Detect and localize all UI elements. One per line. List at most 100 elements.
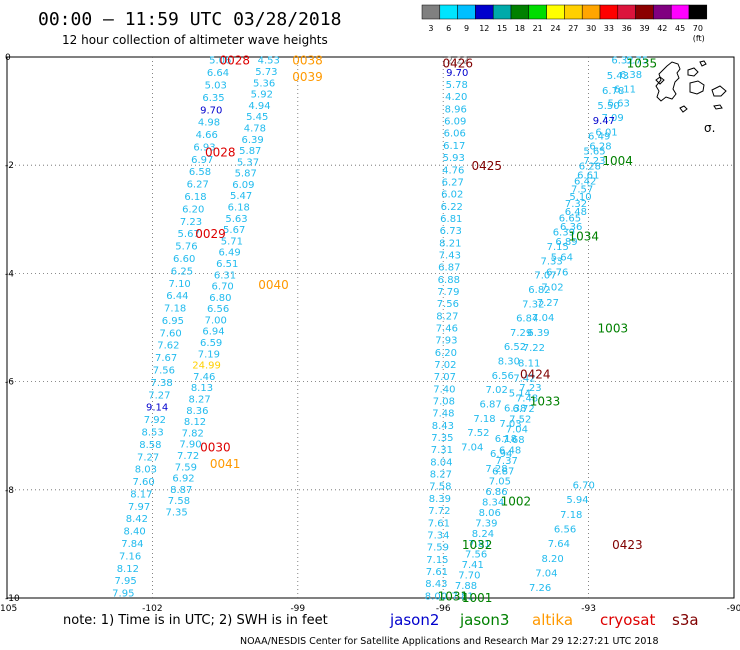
swh-value: 8.43	[425, 579, 447, 590]
swh-value: 6.20	[182, 204, 204, 215]
colorbar-swatch	[510, 4, 530, 20]
colorbar-tick-label: 24	[550, 24, 560, 33]
swh-value: 6.82	[528, 285, 550, 296]
swh-value: 6.88	[438, 275, 460, 286]
swh-value: 6.87	[438, 263, 460, 274]
swh-value: 5.71	[221, 236, 243, 247]
swh-value: 6.18	[184, 192, 206, 203]
swh-value: 7.52	[509, 414, 531, 425]
swh-value: 6.28	[589, 142, 611, 153]
colorbar-tick-label: 9	[464, 24, 469, 33]
swh-value: 6.52	[504, 342, 526, 353]
x-tick-label: -93	[581, 604, 596, 614]
swh-value: 6.01	[595, 127, 617, 138]
swh-value: 8.24	[472, 529, 494, 540]
swh-value: 7.42	[513, 373, 535, 384]
swh-value: 5.37	[237, 157, 259, 168]
swh-value: 7.18	[473, 414, 495, 425]
swh-value: 5.14	[509, 389, 531, 400]
swh-value: 8.96	[445, 104, 467, 115]
swh-value: 4.78	[244, 123, 266, 134]
pass-time-label: 1004	[602, 154, 633, 168]
swh-value: 7.52	[467, 428, 489, 439]
island-san-cristobal	[711, 85, 727, 97]
island-santa-cruz	[689, 80, 705, 95]
pass-time-label: 0424	[520, 367, 551, 381]
swh-value: 7.61	[426, 567, 448, 578]
swh-value: 6.27	[187, 180, 209, 191]
colorbar-tick-label: 21	[533, 24, 543, 33]
swh-value: 6.27	[442, 177, 464, 188]
swh-value: 7.26	[529, 583, 551, 594]
swh-value: 7.95	[114, 576, 136, 587]
colorbar-tick-label: 18	[515, 24, 525, 33]
swh-value: 7.28	[485, 464, 507, 475]
satellite-legend-jason2: jason2	[389, 611, 439, 629]
swh-value: 4.98	[198, 118, 220, 129]
swh-value: 6.73	[440, 226, 462, 237]
swh-value: 6.59	[200, 338, 222, 349]
swh-value: 6.60	[173, 254, 195, 265]
swh-value: 7.43	[439, 250, 461, 261]
swh-value: 8.36	[186, 406, 208, 417]
swh-value: 7.79	[437, 287, 459, 298]
pass-time-label: 0029	[195, 227, 226, 241]
colorbar-swatch	[546, 4, 565, 20]
colorbar-swatch	[653, 4, 672, 20]
satellite-legend-jason3: jason3	[459, 611, 509, 629]
swh-value: 8.12	[184, 417, 206, 428]
swh-value: 7.39	[475, 518, 497, 529]
pass-time-label: 1033	[530, 395, 561, 409]
swh-value: 8.17	[130, 489, 152, 500]
swh-value: 8.30	[498, 357, 520, 368]
swh-value: 9.70	[200, 105, 222, 116]
x-tick-label: -90	[727, 604, 740, 614]
footnote: note: 1) Time is in UTC; 2) SWH is in fe…	[63, 613, 328, 628]
swh-track: 5.756.386.115.637.096.016.287.236.617.57…	[461, 56, 648, 454]
colorbar-swatch	[617, 4, 636, 20]
pass-time-label: 0038	[292, 54, 323, 68]
swh-value: 7.48	[516, 393, 538, 404]
colorbar-swatch	[635, 4, 654, 20]
swh-value: 4.20	[445, 92, 467, 103]
swh-value: 6.42	[574, 177, 596, 188]
swh-value: 6.95	[162, 316, 184, 327]
swh-value: 6.56	[554, 524, 576, 535]
colorbar-swatch	[528, 4, 547, 20]
swh-value: 6.38	[620, 70, 642, 81]
island-santiago	[687, 67, 699, 77]
swh-value: 5.47	[230, 191, 252, 202]
swh-value: 6.61	[577, 170, 599, 181]
swh-value: 7.23	[583, 156, 605, 167]
swh-value: 6.20	[435, 348, 457, 359]
swh-value: 7.27	[137, 452, 159, 463]
map-frame	[6, 56, 735, 599]
pass-time-label: 1035	[627, 56, 658, 70]
swh-value: 7.97	[128, 502, 150, 513]
colorbar-swatch	[439, 4, 458, 20]
colorbar-swatch	[564, 4, 583, 20]
swh-track: 6.70 5.94 7.18 6.56 7.64 8.20 7.04 7.26	[529, 480, 595, 594]
swh-value: 7.37	[496, 456, 518, 467]
pass-time-label: 1002	[501, 495, 532, 509]
swh-value: 7.88	[455, 581, 477, 592]
swh-value: 7.33	[540, 256, 562, 267]
swh-value: 7.15	[426, 555, 448, 566]
island-floreana	[679, 105, 688, 113]
swh-value: 7.04	[532, 313, 554, 324]
swh-value: 8.12	[117, 564, 139, 575]
colorbar-tick-label: 3	[428, 24, 433, 33]
x-tick-label: -102	[142, 604, 162, 614]
swh-value: 5.94	[566, 495, 588, 506]
swh-value: 7.61	[428, 518, 450, 529]
colorbar-tick-label: 70	[693, 24, 703, 33]
swh-value: 7.23	[519, 383, 541, 394]
colorbar-tick-label: 33	[604, 24, 614, 33]
swh-value: 6.93	[193, 142, 215, 153]
y-tick-label: -2	[5, 161, 14, 171]
pass-time-label: 1032	[462, 538, 493, 552]
swh-value: 8.27	[189, 395, 211, 406]
swh-value: 7.35	[431, 433, 453, 444]
swh-value: 7.93	[435, 336, 457, 347]
colorbar-swatch	[599, 4, 619, 20]
